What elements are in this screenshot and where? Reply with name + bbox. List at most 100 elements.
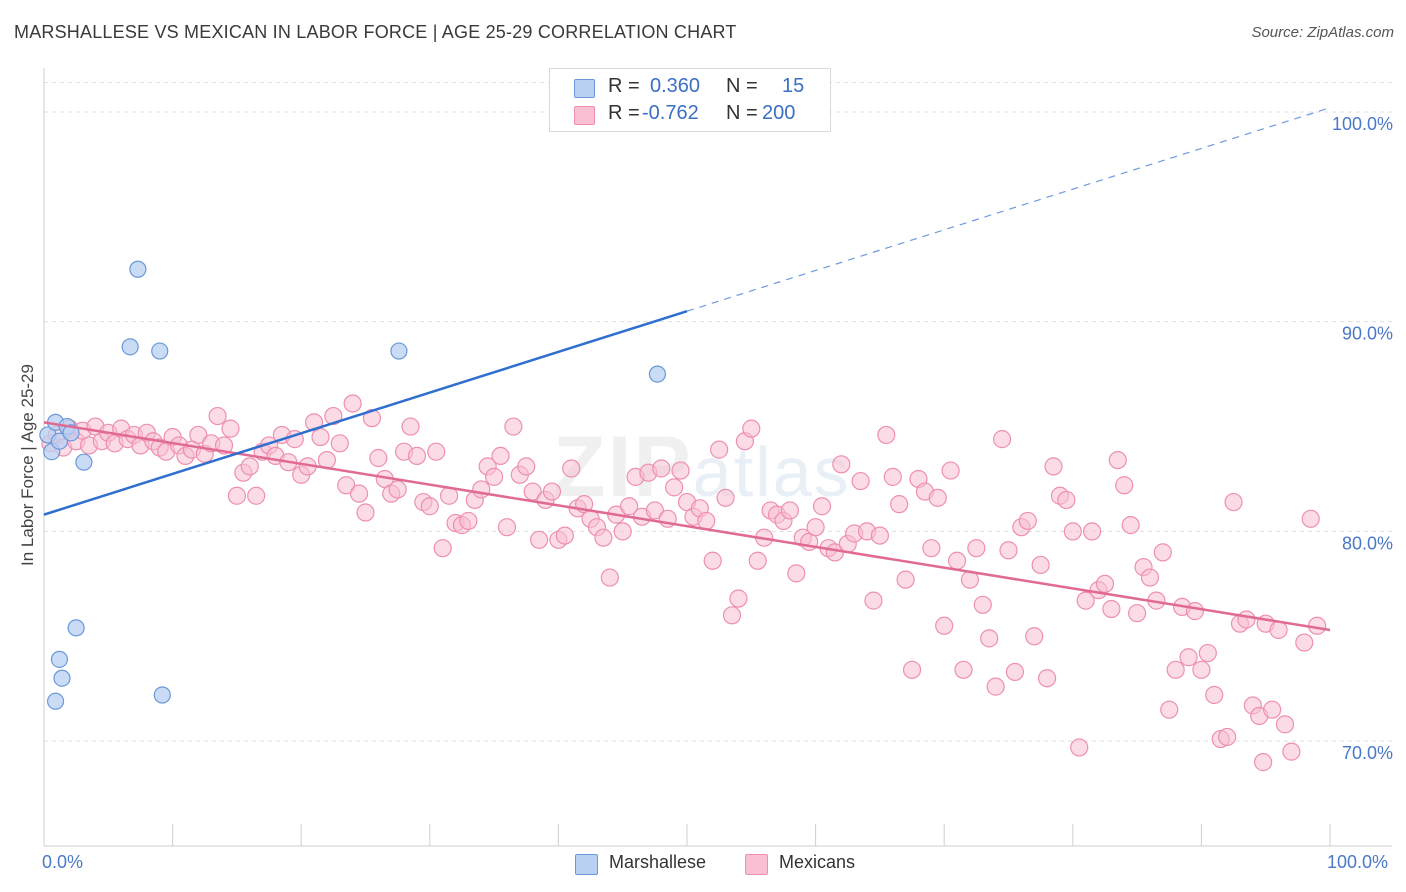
mexican-point: [1301, 509, 1320, 528]
mexican-point: [324, 406, 343, 426]
marshallese-point: [50, 650, 69, 668]
marshallese-point: [62, 424, 80, 442]
legend-label-marshallese: Marshallese: [609, 852, 707, 872]
marshallese-point: [75, 453, 93, 471]
legend-row-marshallese: R = 0.360 N = 15: [550, 75, 830, 101]
mexican-point: [208, 406, 227, 426]
mexican-point: [240, 457, 259, 476]
mexican-point: [710, 440, 729, 459]
mexican-point: [864, 591, 883, 610]
mexican-point: [935, 616, 954, 635]
y-tick-label: 100.0%: [1332, 114, 1393, 134]
mexican-point: [947, 551, 967, 570]
mexican-point: [369, 448, 388, 468]
mexican-point: [407, 446, 427, 466]
mexican-point: [1115, 476, 1134, 495]
mexican-point: [980, 629, 999, 648]
mexican-point: [613, 522, 632, 541]
chart-title: MARSHALLESE VS MEXICAN IN LABOR FORCE | …: [14, 22, 737, 42]
mexican-point: [787, 564, 806, 583]
mexican-trend-line: [43, 421, 1331, 632]
mexican-point: [902, 660, 922, 679]
marshallese-point: [50, 432, 69, 450]
mexican-point: [806, 518, 825, 537]
legend-label-mexicans: Mexicans: [779, 852, 856, 872]
y-tick-label: 80.0%: [1342, 533, 1393, 553]
mexican-point: [716, 488, 735, 507]
mexican-point: [1153, 543, 1172, 562]
mexican-point: [1082, 522, 1102, 541]
mexican-point: [1037, 669, 1057, 688]
marshallese-point: [129, 260, 147, 278]
mexican-swatch: [574, 106, 595, 125]
r-value: 0.360: [650, 75, 701, 97]
mexican-point: [954, 660, 973, 679]
marshallese-point: [648, 365, 667, 383]
mexican-point: [433, 539, 452, 558]
mexican-point: [1282, 742, 1301, 761]
mexican-point: [748, 551, 767, 570]
mexican-point: [812, 497, 832, 516]
mexican-point: [928, 488, 947, 507]
mexican-point: [594, 528, 613, 547]
mexican-point: [1121, 516, 1140, 535]
y-tick-label: 70.0%: [1342, 743, 1393, 763]
mexican-point: [729, 589, 748, 608]
marshallese-point: [121, 338, 139, 356]
marshallese-legend-swatch: [575, 854, 598, 875]
mexican-point: [851, 471, 870, 491]
mexican-point: [922, 539, 941, 558]
marshallese-trend-line: [43, 309, 688, 516]
mexican-point: [1140, 568, 1160, 587]
mexican-point: [330, 434, 349, 453]
mexican-point: [780, 501, 799, 520]
mexican-point: [189, 425, 208, 445]
mexican-point: [1192, 660, 1211, 679]
mexican-point: [671, 461, 690, 480]
mexican-point: [722, 606, 742, 625]
marshallese-point: [151, 342, 169, 360]
mexican-point: [504, 417, 523, 436]
mexican-point: [1237, 610, 1256, 629]
mexican-point: [1263, 700, 1282, 719]
mexican-point: [973, 595, 992, 614]
r-label: R =: [608, 102, 640, 124]
marshallese-point: [153, 686, 171, 704]
mexican-point: [1205, 685, 1224, 705]
mexican-point: [1095, 574, 1115, 593]
mexican-point: [555, 526, 574, 545]
mexican-point: [491, 446, 510, 466]
mexican-point: [697, 511, 716, 531]
mexican-point: [427, 442, 446, 461]
mexican-point: [941, 461, 960, 480]
mexican-point: [703, 551, 722, 570]
mexican-point: [665, 478, 684, 497]
marshallese-trend-extension: [686, 107, 1331, 312]
mexican-point: [1076, 591, 1095, 610]
mexican-point: [645, 501, 664, 520]
mexican-point: [349, 484, 369, 503]
mexican-point: [1254, 753, 1273, 772]
mexican-point: [1063, 522, 1082, 541]
mexican-point: [883, 467, 902, 486]
mexican-point: [1102, 599, 1121, 619]
legend-row-mexicans: R = -0.762 N = 200: [550, 102, 830, 128]
marshallese-point: [46, 692, 65, 710]
mexican-point: [999, 541, 1018, 560]
x-tick-label-min: 0.0%: [42, 852, 84, 872]
mexican-point: [1160, 700, 1179, 719]
mexican-point: [1031, 555, 1050, 575]
mexican-point: [485, 467, 504, 486]
mexican-point: [870, 526, 890, 545]
mexican-point: [459, 511, 478, 531]
mexican-point: [1057, 490, 1076, 510]
mexican-point: [221, 419, 240, 438]
mexican-point: [343, 394, 362, 413]
marshallese-point: [67, 619, 85, 637]
r-label: R =: [608, 75, 640, 97]
marshallese-point: [53, 669, 71, 687]
mexican-point: [311, 427, 330, 447]
x-tick-label-max: 100.0%: [1327, 852, 1389, 872]
mexican-point: [388, 480, 407, 499]
mexican-point: [1218, 727, 1237, 747]
